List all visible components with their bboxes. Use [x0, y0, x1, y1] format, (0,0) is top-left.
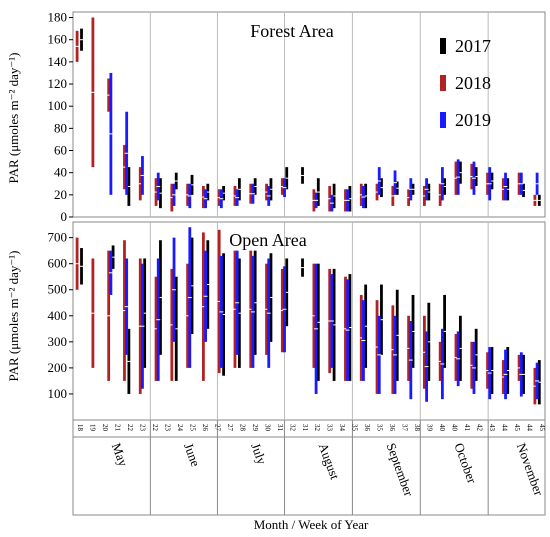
week-tick-label: 25	[188, 424, 196, 432]
plot-frame	[72, 11, 546, 516]
week-tick-label: 41	[463, 424, 471, 432]
y-tick-label: 20	[54, 187, 67, 202]
y-tick-label: 160	[48, 32, 68, 47]
week-tick-label: 27	[213, 424, 221, 432]
y-tick-label: 80	[54, 120, 67, 135]
week-tick-label: 22	[126, 424, 134, 432]
week-tick-label: 34	[338, 424, 346, 432]
week-tick-label: 19	[88, 424, 96, 432]
legend-swatch-2019	[440, 112, 446, 128]
week-tick-label: 35	[376, 424, 384, 432]
week-tick-label: 20	[101, 424, 109, 432]
month-label: September	[384, 441, 417, 499]
y-tick-label: 200	[48, 360, 68, 375]
week-tick-label: 18	[76, 424, 84, 432]
legend: 2017 2018 2019	[440, 36, 491, 130]
legend-label-2017: 2017	[455, 36, 491, 56]
month-label: May	[109, 441, 131, 469]
month-label: November	[514, 441, 547, 498]
week-tick-label: 22	[151, 424, 159, 432]
week-tick-label: 39	[426, 424, 434, 432]
y-tick-label: 120	[48, 76, 68, 91]
month-label: June	[181, 441, 203, 469]
box-series	[75, 17, 542, 405]
week-tick-label: 43	[488, 424, 496, 432]
y-tick-label: 40	[54, 165, 67, 180]
legend-label-2019: 2019	[455, 110, 491, 130]
y-tick-label: 60	[54, 143, 67, 158]
forest-panel-title: Forest Area	[250, 21, 333, 41]
x-axis-label: Month / Week of Year	[254, 517, 369, 532]
week-tick-label: 32	[313, 424, 321, 432]
x-axis-frame	[72, 419, 546, 516]
y-axis-label-open: PAR (μmoles m⁻² day⁻¹)	[6, 251, 21, 382]
y-tick-label: 300	[48, 334, 68, 349]
month-label: August	[316, 441, 343, 482]
week-tick-label: 33	[326, 424, 334, 432]
panel-border	[72, 11, 546, 218]
week-tick-label: 36	[363, 424, 371, 432]
week-tick-label: 36	[388, 424, 396, 432]
month-label: October	[451, 441, 480, 486]
week-tick-label: 27	[226, 424, 234, 432]
legend-swatch-2018	[440, 75, 446, 91]
week-tick-label: 40	[451, 424, 459, 432]
week-tick-label: 42	[476, 424, 484, 432]
y-tick-label: 600	[48, 256, 68, 271]
week-tick-label: 35	[351, 424, 359, 432]
y-tick-label: 100	[48, 98, 68, 113]
week-tick-label: 45	[538, 424, 546, 432]
week-tick-label: 29	[251, 424, 259, 432]
week-tick-label: 28	[238, 424, 246, 432]
week-tick-label: 38	[413, 424, 421, 432]
week-tick-label: 21	[113, 424, 121, 432]
week-tick-label: 24	[176, 424, 184, 432]
week-tick-label: 40	[438, 424, 446, 432]
week-tick-label: 44	[526, 424, 534, 432]
y-tick-label: 180	[48, 10, 68, 25]
y-tick-label: 140	[48, 54, 68, 69]
month-label: July	[248, 441, 270, 467]
week-tick-label: 31	[301, 424, 309, 432]
week-tick-label: 44	[501, 424, 509, 432]
legend-swatch-2017	[440, 38, 446, 54]
open-panel-title: Open Area	[229, 230, 306, 250]
week-tick-label: 26	[201, 424, 209, 432]
y-tick-label: 700	[48, 230, 68, 245]
week-tick-label: 23	[138, 424, 146, 432]
week-tick-label: 45	[513, 424, 521, 432]
y-tick-label: 0	[61, 209, 68, 224]
week-tick-label: 23	[163, 424, 171, 432]
y-tick-label: 500	[48, 282, 68, 297]
y-tick-label: 400	[48, 308, 68, 323]
week-tick-label: 32	[288, 424, 296, 432]
week-tick-label: 30	[263, 424, 271, 432]
y-tick-label: 100	[48, 386, 68, 401]
week-tick-label: 31	[276, 424, 284, 432]
week-tick-label: 37	[401, 424, 409, 432]
y-axis-label-forest: PAR (μmoles m⁻² day⁻¹)	[6, 53, 21, 184]
legend-label-2018: 2018	[455, 73, 491, 93]
